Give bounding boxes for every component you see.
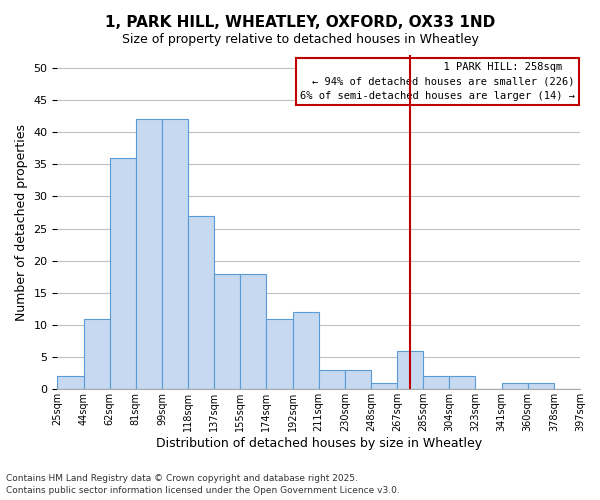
Bar bbox=[58, 376, 83, 390]
Text: 1, PARK HILL, WHEATLEY, OXFORD, OX33 1ND: 1, PARK HILL, WHEATLEY, OXFORD, OX33 1ND bbox=[105, 15, 495, 30]
Text: 1 PARK HILL: 258sqm  
← 94% of detached houses are smaller (226)
6% of semi-deta: 1 PARK HILL: 258sqm ← 94% of detached ho… bbox=[300, 62, 575, 102]
Bar bbox=[266, 318, 293, 390]
Bar bbox=[241, 274, 266, 390]
Bar bbox=[371, 383, 397, 390]
Bar bbox=[162, 120, 188, 390]
Bar bbox=[214, 274, 241, 390]
X-axis label: Distribution of detached houses by size in Wheatley: Distribution of detached houses by size … bbox=[155, 437, 482, 450]
Bar bbox=[188, 216, 214, 390]
Bar bbox=[502, 383, 528, 390]
Text: Size of property relative to detached houses in Wheatley: Size of property relative to detached ho… bbox=[122, 32, 478, 46]
Bar bbox=[423, 376, 449, 390]
Bar bbox=[136, 120, 162, 390]
Bar bbox=[345, 370, 371, 390]
Y-axis label: Number of detached properties: Number of detached properties bbox=[15, 124, 28, 320]
Bar bbox=[83, 318, 110, 390]
Bar bbox=[528, 383, 554, 390]
Bar bbox=[110, 158, 136, 390]
Bar bbox=[449, 376, 475, 390]
Bar bbox=[397, 350, 423, 390]
Bar bbox=[293, 312, 319, 390]
Bar bbox=[319, 370, 345, 390]
Text: Contains HM Land Registry data © Crown copyright and database right 2025.
Contai: Contains HM Land Registry data © Crown c… bbox=[6, 474, 400, 495]
